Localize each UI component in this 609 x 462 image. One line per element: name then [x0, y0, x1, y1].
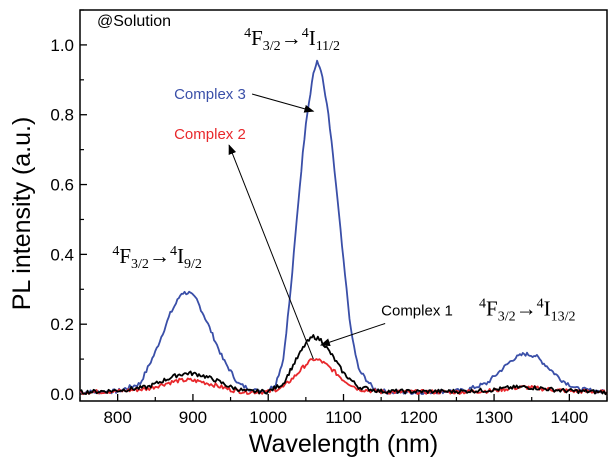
x-axis-title: Wavelength (nm) [249, 430, 438, 458]
series-line-complex-1 [79, 334, 608, 396]
x-tick-label: 1000 [249, 408, 287, 427]
x-tick-label: 900 [179, 408, 207, 427]
y-tick-label: 0.8 [50, 106, 74, 125]
y-tick-label: 0.6 [50, 176, 74, 195]
y-tick-label: 0.2 [50, 315, 74, 334]
label-complex-3: Complex 3 [174, 86, 246, 103]
x-tick-label: 800 [103, 408, 131, 427]
y-axis-title: PL intensity (a.u.) [8, 117, 36, 311]
y-tick-label: 1.0 [50, 36, 74, 55]
x-tick-label: 1200 [400, 408, 438, 427]
annotation-arrow [251, 93, 315, 113]
transition-label-9-2: 4F3/2→4I9/2 [112, 244, 201, 272]
annotation-arrow [319, 322, 386, 347]
x-tick-label: 1300 [475, 408, 513, 427]
x-tick-label: 1100 [325, 408, 362, 427]
y-tick-label: 0.4 [50, 245, 74, 264]
annotation-arrows [228, 93, 386, 360]
x-tick-label: 1400 [550, 408, 588, 427]
axis-ticks [79, 9, 608, 401]
corner-label: @Solution [97, 13, 171, 30]
label-complex-1: Complex 1 [381, 302, 453, 319]
transition-label-13-2: 4F3/2→4I13/2 [479, 296, 575, 324]
series-line-complex-3 [79, 59, 608, 396]
transition-label-11-2: 4F3/2→4I11/2 [244, 26, 340, 54]
annotation-arrow [228, 144, 314, 360]
label-complex-2: Complex 2 [174, 126, 246, 143]
axis-tick-labels: 800 900 1000 1100 1200 1300 1400 0.0 0.2 0.4 0.6 0.… [50, 36, 588, 427]
y-tick-label: 0.0 [50, 385, 74, 404]
series-layer [79, 59, 608, 396]
